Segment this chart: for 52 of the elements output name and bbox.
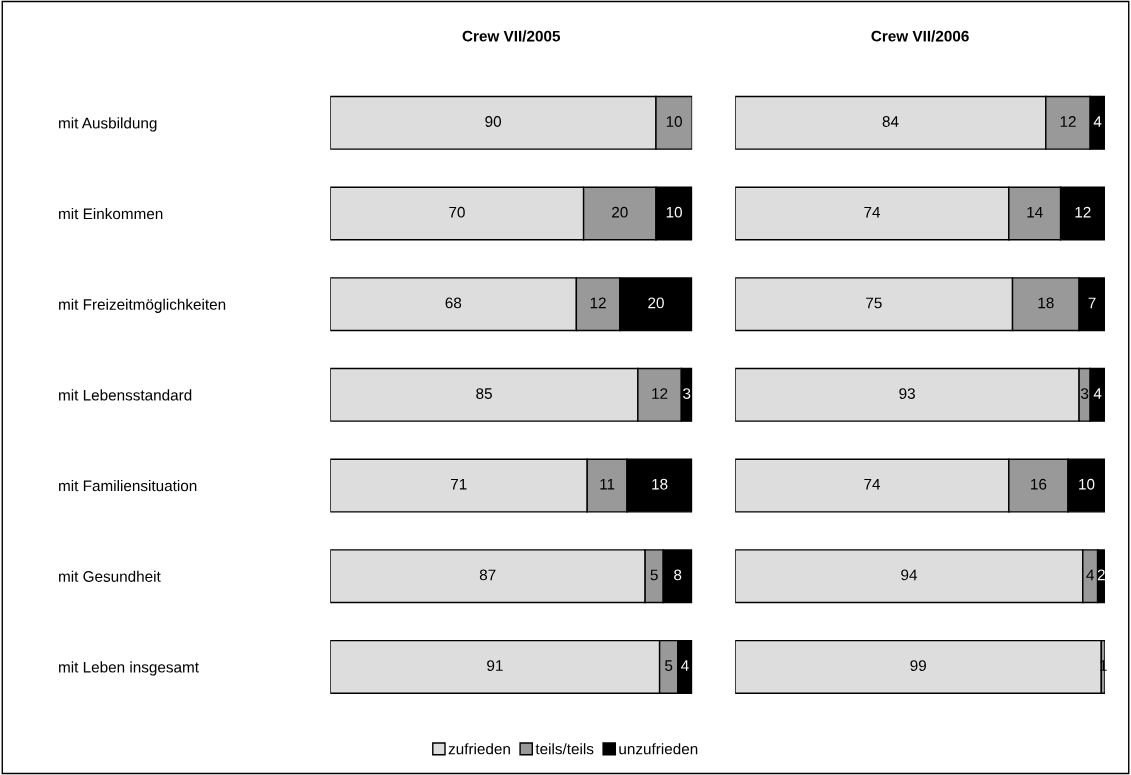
y-tick-label: mit Familiensituation bbox=[59, 480, 197, 492]
data-label: 94 bbox=[901, 569, 918, 581]
data-label: 3 bbox=[1080, 388, 1089, 399]
data-label: 4 bbox=[1086, 569, 1094, 581]
data-label: 5 bbox=[665, 660, 673, 671]
data-label: 74 bbox=[864, 478, 881, 490]
data-label: 99 bbox=[910, 660, 926, 671]
y-tick-label: mit Freizeitmöglichkeiten bbox=[59, 298, 226, 313]
data-label: 12 bbox=[652, 388, 668, 399]
data-label: 71 bbox=[451, 478, 467, 490]
legend-label: unzufrieden bbox=[619, 743, 698, 755]
legend-label: teils/teils bbox=[535, 743, 594, 755]
data-label: 3 bbox=[683, 388, 691, 399]
y-tick-label: mit Gesundheit bbox=[59, 570, 161, 582]
data-label: 20 bbox=[612, 206, 628, 218]
data-label: 10 bbox=[1079, 478, 1095, 490]
data-label: 14 bbox=[1027, 206, 1043, 218]
data-label: 8 bbox=[674, 569, 682, 581]
data-label: 20 bbox=[648, 297, 664, 309]
y-tick-label: mit Leben insgesamt bbox=[59, 661, 199, 676]
data-label: 4 bbox=[1093, 388, 1102, 399]
data-label: 11 bbox=[600, 478, 615, 490]
data-label: 93 bbox=[899, 388, 915, 399]
data-label: 12 bbox=[1075, 206, 1091, 218]
chart-title: Crew VII/2006 bbox=[871, 30, 969, 42]
data-label: 18 bbox=[1038, 297, 1054, 309]
data-label: 2 bbox=[1097, 569, 1105, 581]
data-label: 16 bbox=[1031, 478, 1047, 490]
data-label: 68 bbox=[445, 297, 462, 309]
data-label: 12 bbox=[1060, 116, 1076, 127]
data-label: 84 bbox=[882, 116, 899, 127]
data-label: 4 bbox=[1093, 116, 1102, 127]
data-label: 87 bbox=[479, 569, 496, 581]
data-label: 75 bbox=[866, 297, 882, 309]
y-tick-label: mit Lebensstandard bbox=[59, 389, 192, 401]
bar bbox=[735, 639, 1102, 694]
data-label: 7 bbox=[1088, 297, 1096, 309]
data-label: 90 bbox=[485, 116, 502, 127]
data-label: 5 bbox=[650, 569, 658, 581]
chart-title: Crew VII/2005 bbox=[462, 30, 561, 42]
data-label: 10 bbox=[666, 206, 682, 218]
data-label: 70 bbox=[449, 206, 465, 218]
legend-label: zufrieden bbox=[448, 743, 510, 755]
data-label: 4 bbox=[681, 660, 689, 671]
data-label: 12 bbox=[590, 297, 606, 309]
data-label: 91 bbox=[487, 660, 503, 671]
data-label: 85 bbox=[476, 388, 492, 399]
y-tick-label: mit Ausbildung bbox=[59, 117, 157, 132]
data-label: 74 bbox=[864, 206, 881, 218]
y-tick-label: mit Einkommen bbox=[59, 207, 163, 220]
data-label: 10 bbox=[666, 116, 682, 127]
data-label: 18 bbox=[652, 478, 668, 490]
